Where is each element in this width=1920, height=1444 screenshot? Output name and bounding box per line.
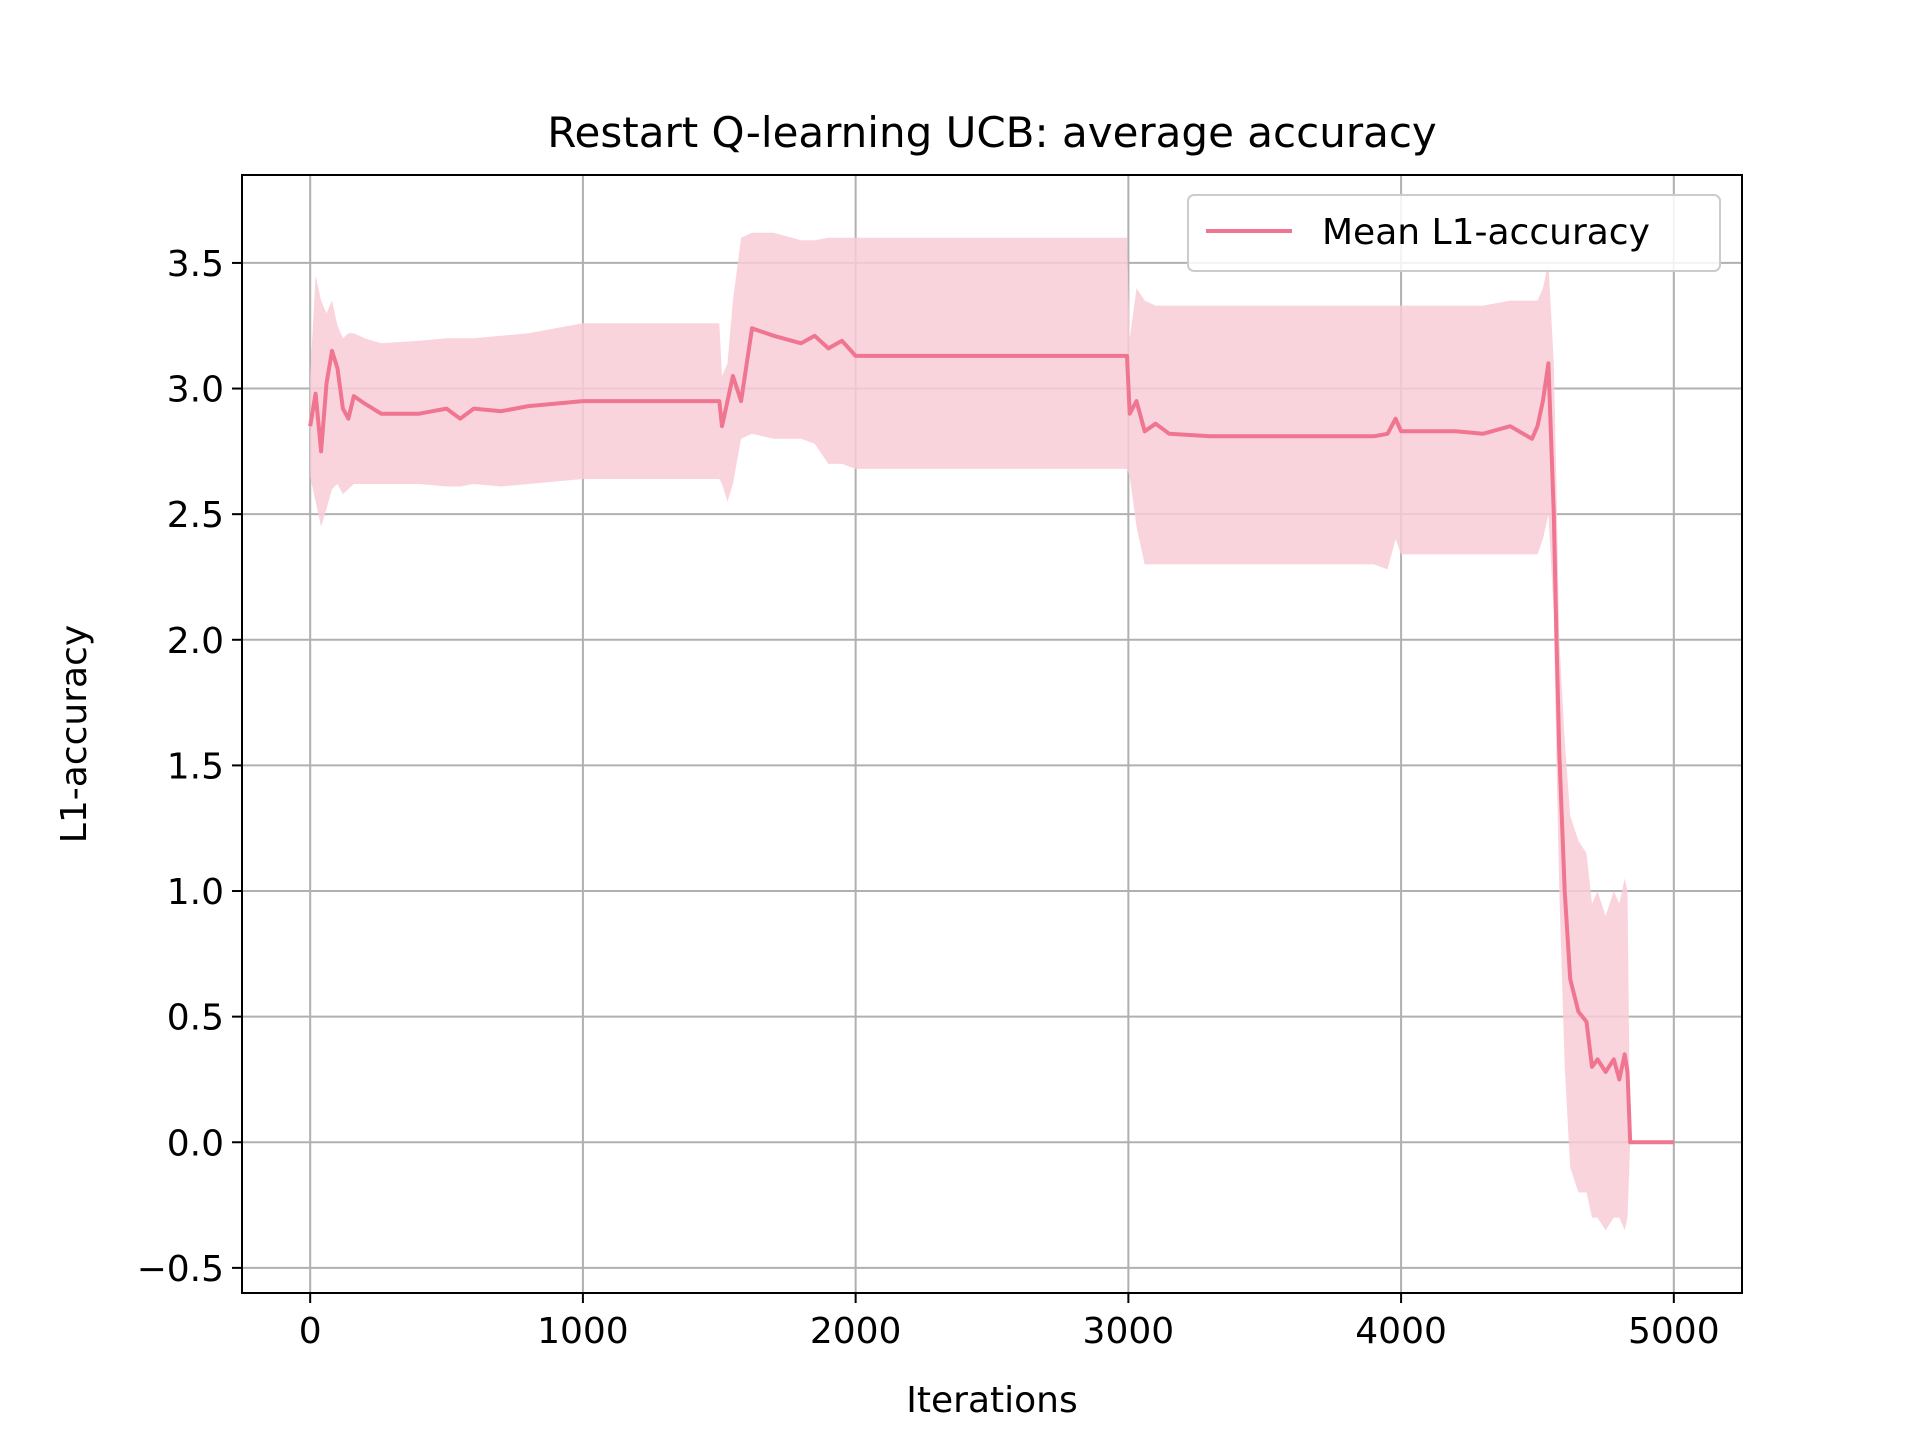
chart-title: Restart Q-learning UCB: average accuracy <box>547 108 1437 157</box>
y-tick-label: 3.5 <box>167 244 224 285</box>
y-tick-label: 0.0 <box>167 1123 224 1164</box>
x-tick-label: 5000 <box>1628 1311 1720 1352</box>
y-tick-label: 1.5 <box>167 746 224 787</box>
x-tick-label: 1000 <box>537 1311 629 1352</box>
band-layer <box>310 232 1674 1231</box>
y-tick-label: 2.5 <box>167 495 224 536</box>
confidence-band <box>310 232 1674 1231</box>
x-tick-label: 3000 <box>1083 1311 1175 1352</box>
legend-box <box>1187 194 1721 272</box>
y-tick-label: 1.0 <box>167 872 224 913</box>
plot-frame <box>241 174 1743 1294</box>
y-axis-label: L1-accuracy <box>54 625 95 843</box>
x-axis-label: Iterations <box>906 1380 1077 1421</box>
y-tick-label: 2.0 <box>167 621 224 662</box>
y-tick-label: −0.5 <box>137 1249 224 1290</box>
legend: Mean L1-accuracy <box>1187 194 1721 272</box>
y-tick-label: 3.0 <box>167 370 224 411</box>
tick-layer: 0 1000 2000 3000 4000 5000 −0.5 0.0 0.5 1.0 1.5 2.0… <box>137 244 1720 1352</box>
x-tick-label: 4000 <box>1355 1311 1447 1352</box>
line-layer <box>308 326 1674 1145</box>
mean-line-series <box>308 326 1674 1145</box>
y-tick-label: 0.5 <box>167 998 224 1039</box>
x-tick-label: 2000 <box>810 1311 902 1352</box>
x-tick-label: 0 <box>299 1311 322 1352</box>
legend-label-mean-l1-accuracy: Mean L1-accuracy <box>1322 212 1650 253</box>
